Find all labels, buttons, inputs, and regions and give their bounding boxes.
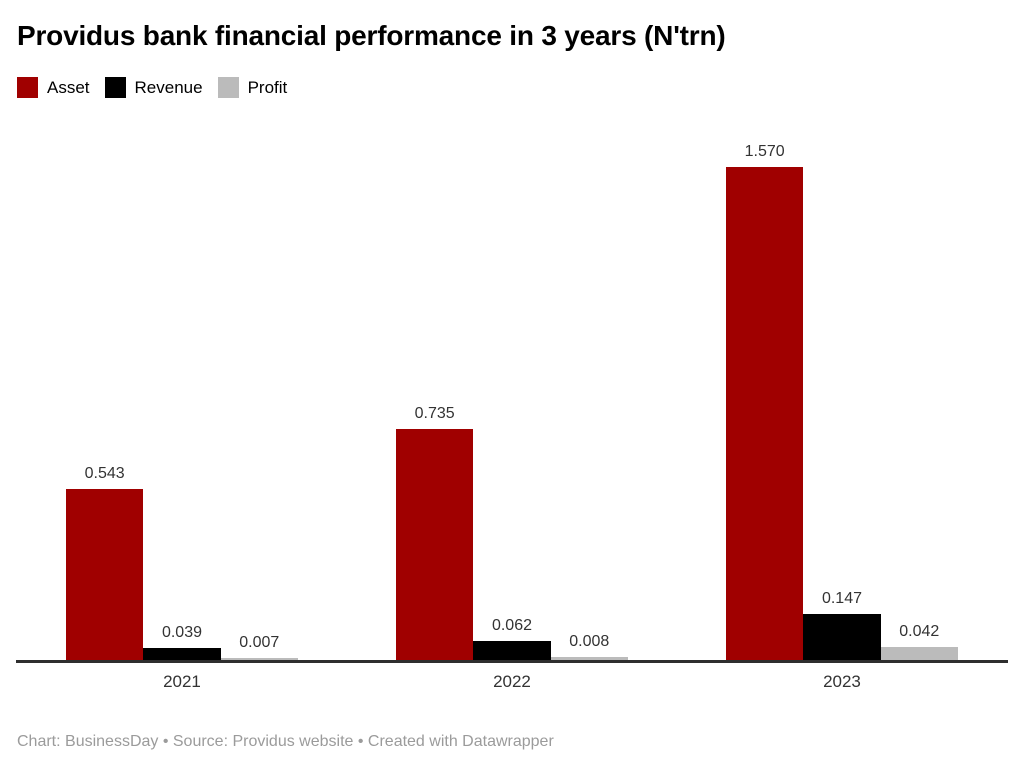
value-label-revenue-2021: 0.039 — [161, 624, 202, 641]
value-label-revenue-2023: 0.147 — [821, 590, 862, 607]
legend-item-profit: Profit — [217, 77, 288, 98]
legend-item-revenue: Revenue — [104, 77, 203, 98]
bar-profit-2021 — [220, 658, 298, 660]
x-tick-label-2022: 2022 — [493, 672, 531, 691]
legend-item-asset: Asset — [17, 77, 90, 98]
bar-revenue-2021 — [143, 648, 221, 660]
bar-asset-2023 — [726, 167, 804, 660]
asset-swatch-icon — [17, 77, 38, 98]
value-label-profit-2022: 0.008 — [569, 633, 610, 650]
x-tick-label-2023: 2023 — [823, 672, 861, 691]
bar-asset-2021 — [66, 489, 144, 660]
value-label-revenue-2022: 0.062 — [491, 617, 532, 634]
value-label-asset-2022: 0.735 — [414, 405, 455, 422]
legend-label-revenue: Revenue — [134, 78, 203, 97]
x-axis-line — [16, 660, 1008, 663]
x-axis-labels: 2021 2022 2023 — [0, 672, 1024, 694]
revenue-swatch-icon — [104, 77, 126, 98]
value-label-asset-2021: 0.543 — [84, 465, 125, 482]
legend-label-profit: Profit — [247, 78, 288, 97]
plot-area: 0.543 0.039 0.007 0.735 0.062 0.008 1.570 0.147… — [0, 110, 1024, 663]
legend: Asset Revenue Profit — [17, 77, 302, 98]
legend-label-asset: Asset — [47, 78, 90, 97]
value-label-profit-2021: 0.007 — [239, 634, 280, 651]
profit-swatch-icon — [217, 77, 239, 98]
footer-credit: Chart: BusinessDay • Source: Providus we… — [17, 733, 554, 750]
chart-title: Providus bank financial performance in 3… — [17, 20, 726, 51]
value-label-asset-2023: 1.570 — [744, 143, 785, 160]
value-label-profit-2023: 0.042 — [899, 623, 940, 640]
bar-profit-2023 — [880, 647, 958, 660]
bar-profit-2022 — [550, 657, 628, 660]
bar-revenue-2023 — [803, 614, 881, 660]
bar-revenue-2022 — [473, 641, 551, 660]
bar-asset-2022 — [396, 429, 474, 660]
x-tick-label-2021: 2021 — [163, 672, 201, 691]
